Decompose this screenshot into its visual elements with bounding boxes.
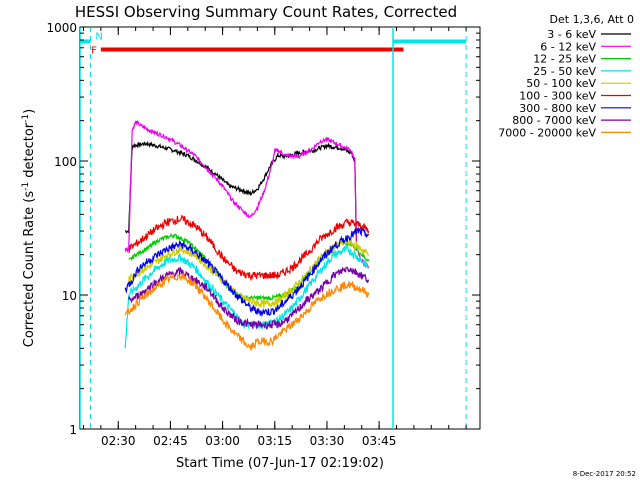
flag-label-N: N	[95, 31, 102, 42]
series-line-2	[128, 232, 370, 303]
legend-label-8: 7000 - 20000 keV	[498, 126, 596, 139]
chart-title: HESSI Observing Summary Count Rates, Cor…	[75, 3, 457, 21]
y-tick-label-0: 1	[69, 423, 77, 437]
series-line-5	[128, 214, 370, 282]
series-line-6	[124, 226, 370, 318]
timestamp: 8-Dec-2017 20:52	[573, 470, 636, 478]
y-tick-label-1: 10	[62, 289, 77, 303]
legend-label-4: 50 - 100 keV	[526, 77, 596, 90]
legend-label-0: 3 - 6 keV	[547, 28, 596, 41]
y-tick-label-3: 1000	[46, 21, 77, 35]
legend-label-7: 800 - 7000 keV	[512, 114, 596, 127]
legend-label-5: 100 - 300 keV	[519, 90, 596, 103]
legend-label-2: 12 - 25 keV	[533, 53, 596, 66]
x-tick-label-0: 02:30	[101, 434, 136, 448]
y-axis-label: Corrected Count Rate (s-1 detector-1)	[21, 109, 37, 347]
x-tick-label-3: 03:15	[257, 434, 292, 448]
x-tick-label-1: 02:45	[153, 434, 188, 448]
legend-header: Det 1,3,6, Att 0	[550, 13, 634, 26]
series-line-8	[124, 273, 370, 351]
x-tick-label-4: 03:30	[310, 434, 345, 448]
series-line-1	[124, 119, 370, 268]
x-tick-label-5: 03:45	[362, 434, 397, 448]
x-tick-label-2: 03:00	[205, 434, 240, 448]
series-line-0	[124, 140, 358, 242]
plot-frame	[79, 26, 481, 430]
y-tick-label-2: 100	[54, 155, 77, 169]
legend-label-1: 6 - 12 keV	[540, 40, 596, 53]
legend-label-3: 25 - 50 keV	[533, 65, 596, 78]
legend-label-6: 300 - 800 keV	[519, 102, 596, 115]
series-line-7	[128, 266, 370, 330]
x-axis-label: Start Time (07-Jun-17 02:19:02)	[176, 456, 384, 471]
flag-label-0: F	[91, 45, 97, 56]
